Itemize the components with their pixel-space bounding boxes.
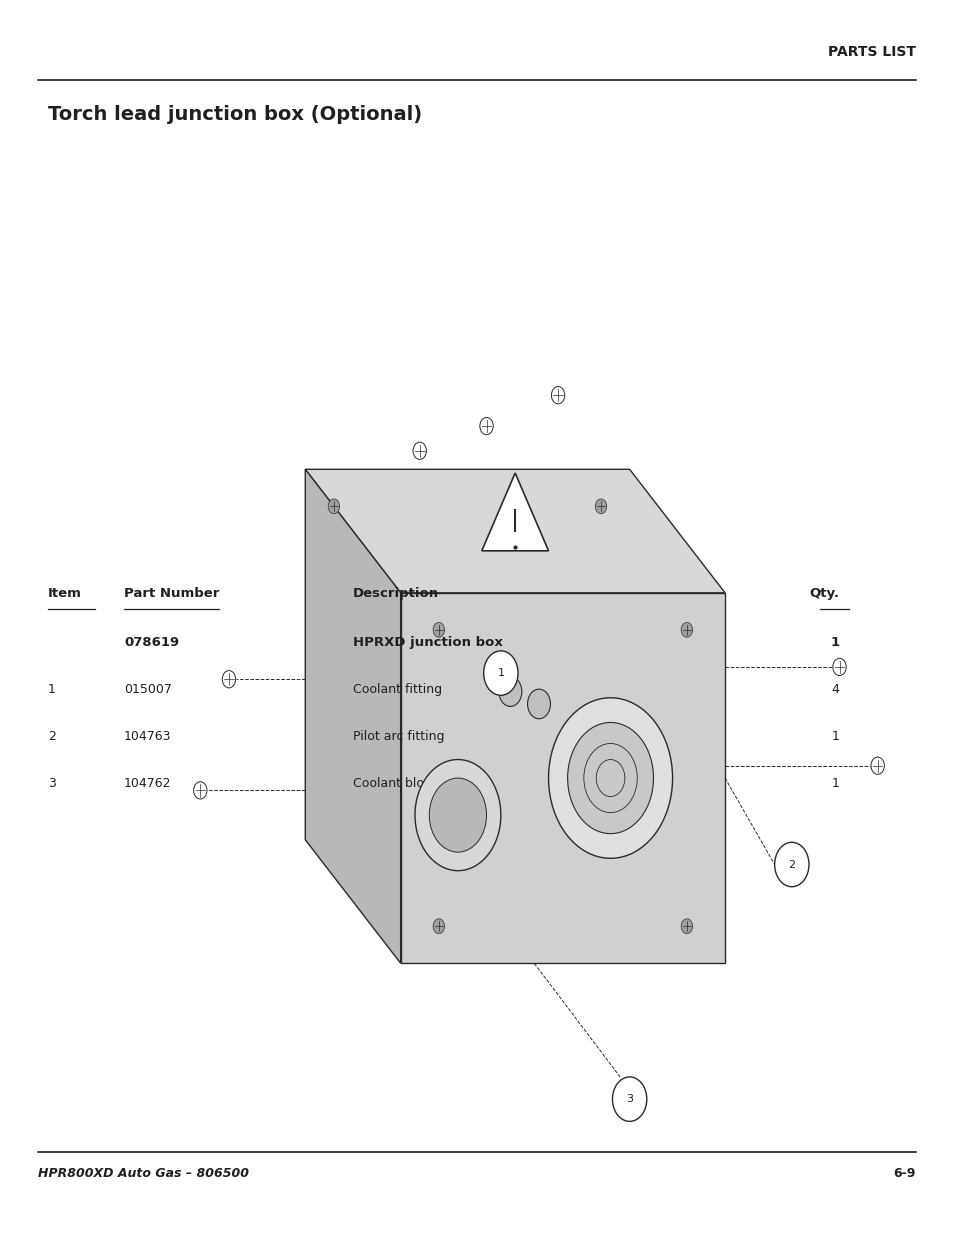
Polygon shape (400, 593, 724, 963)
Text: HPR800XD Auto Gas – 806500: HPR800XD Auto Gas – 806500 (38, 1167, 249, 1181)
Circle shape (612, 1077, 646, 1121)
Text: 1: 1 (48, 683, 55, 697)
Polygon shape (481, 473, 548, 551)
Circle shape (551, 387, 564, 404)
Text: Description: Description (353, 587, 438, 600)
Text: HPRXD junction box: HPRXD junction box (353, 636, 502, 650)
Circle shape (774, 842, 808, 887)
Text: 1: 1 (831, 777, 839, 790)
Text: Coolant fitting: Coolant fitting (353, 683, 441, 697)
Text: Torch lead junction box (Optional): Torch lead junction box (Optional) (48, 105, 421, 124)
Text: Coolant block: Coolant block (353, 777, 437, 790)
Circle shape (498, 677, 521, 706)
Text: 104762: 104762 (124, 777, 172, 790)
Circle shape (870, 757, 883, 774)
Text: Qty.: Qty. (809, 587, 839, 600)
Text: 3: 3 (48, 777, 55, 790)
Text: 2: 2 (48, 730, 55, 743)
Circle shape (595, 499, 606, 514)
Polygon shape (305, 469, 400, 963)
Text: Part Number: Part Number (124, 587, 219, 600)
Circle shape (222, 671, 235, 688)
Text: Item: Item (48, 587, 82, 600)
Text: 104763: 104763 (124, 730, 172, 743)
Circle shape (567, 722, 653, 834)
Circle shape (548, 698, 672, 858)
Text: PARTS LIST: PARTS LIST (827, 46, 915, 59)
Circle shape (680, 622, 692, 637)
Circle shape (328, 499, 339, 514)
Text: 3: 3 (625, 1094, 633, 1104)
Polygon shape (305, 469, 724, 593)
Circle shape (433, 919, 444, 934)
Circle shape (527, 689, 550, 719)
Circle shape (193, 782, 207, 799)
Circle shape (832, 658, 845, 676)
Circle shape (680, 919, 692, 934)
Circle shape (433, 622, 444, 637)
Circle shape (415, 760, 500, 871)
Text: 4: 4 (831, 683, 839, 697)
Circle shape (413, 442, 426, 459)
Text: 015007: 015007 (124, 683, 172, 697)
Text: Pilot arc fitting: Pilot arc fitting (353, 730, 444, 743)
Text: 2: 2 (787, 860, 795, 869)
Circle shape (479, 417, 493, 435)
Text: 078619: 078619 (124, 636, 179, 650)
Text: 1: 1 (829, 636, 839, 650)
Text: 1: 1 (831, 730, 839, 743)
Circle shape (429, 778, 486, 852)
Circle shape (483, 651, 517, 695)
Text: 6-9: 6-9 (893, 1167, 915, 1181)
Text: 1: 1 (497, 668, 504, 678)
